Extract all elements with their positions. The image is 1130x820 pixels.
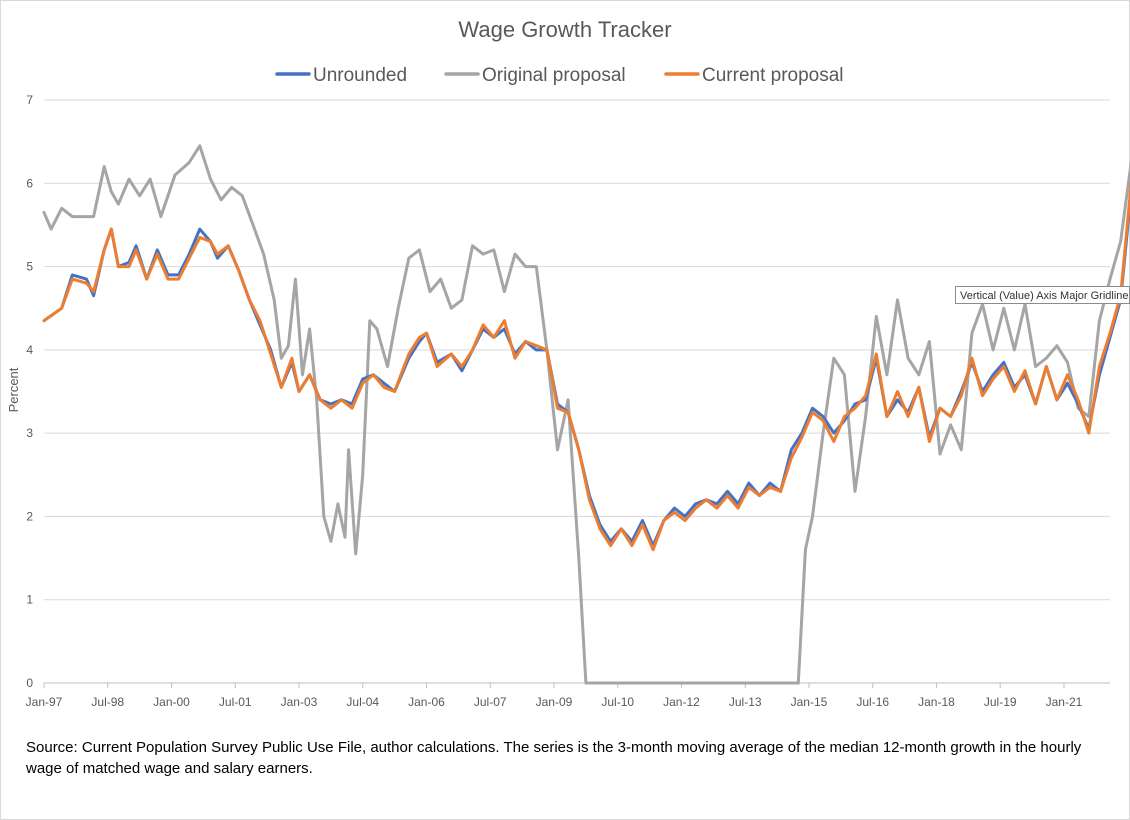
legend-label[interactable]: Original proposal bbox=[482, 65, 626, 86]
x-tick-label: Jan-06 bbox=[408, 695, 445, 709]
source-note: Source: Current Population Survey Public… bbox=[26, 739, 1082, 777]
legend-label[interactable]: Current proposal bbox=[702, 65, 844, 86]
chart-legend[interactable]: Unrounded Original proposal Current propos… bbox=[275, 65, 844, 86]
x-tick-label: Jul-19 bbox=[984, 695, 1017, 709]
y-tick-label: 2 bbox=[26, 509, 33, 523]
y-tick-label: 7 bbox=[26, 93, 33, 107]
x-tick-label: Jul-13 bbox=[729, 695, 762, 709]
x-tick-label: Jul-07 bbox=[474, 695, 507, 709]
gridline-tooltip: Vertical (Value) Axis Major Gridlines bbox=[955, 286, 1130, 304]
x-tick-label: Jan-09 bbox=[536, 695, 573, 709]
y-axis-label: Percent bbox=[6, 367, 21, 412]
y-tick-label: 1 bbox=[26, 593, 33, 607]
x-tick-label: Jan-00 bbox=[153, 695, 190, 709]
x-tick-label: Jul-16 bbox=[856, 695, 889, 709]
series-line-original-proposal[interactable] bbox=[42, 144, 1130, 685]
x-tick-label: Jan-15 bbox=[791, 695, 828, 709]
plot-area[interactable] bbox=[42, 144, 1130, 685]
y-tick-label: 3 bbox=[26, 426, 33, 440]
y-tick-label: 4 bbox=[26, 343, 33, 357]
x-tick-label: Jan-18 bbox=[918, 695, 955, 709]
x-tick-label: Jan-21 bbox=[1046, 695, 1083, 709]
y-tick-label: 6 bbox=[26, 176, 33, 190]
x-tick-label: Jan-03 bbox=[281, 695, 318, 709]
series-line-current-proposal[interactable] bbox=[42, 163, 1130, 552]
x-tick-label: Jul-98 bbox=[91, 695, 124, 709]
y-axis-major-gridlines[interactable] bbox=[44, 99, 1110, 684]
y-tick-label: 0 bbox=[26, 676, 33, 690]
x-tick-label: Jan-97 bbox=[26, 695, 63, 709]
legend-label[interactable]: Unrounded bbox=[313, 65, 407, 86]
x-tick-label: Jul-04 bbox=[346, 695, 379, 709]
x-tick-label: Jul-01 bbox=[219, 695, 252, 709]
chart-title[interactable]: Wage Growth Tracker bbox=[458, 17, 671, 42]
x-tick-label: Jan-12 bbox=[663, 695, 700, 709]
x-tick-label: Jul-10 bbox=[601, 695, 634, 709]
y-axis-tick-labels: 0 1 2 3 4 5 6 7 bbox=[26, 93, 33, 690]
y-tick-label: 5 bbox=[26, 260, 33, 274]
x-axis-tick-labels: Jan-97 Jul-98 Jan-00 Jul-01 Jan-03 Jul-04 Jan-… bbox=[26, 683, 1083, 709]
